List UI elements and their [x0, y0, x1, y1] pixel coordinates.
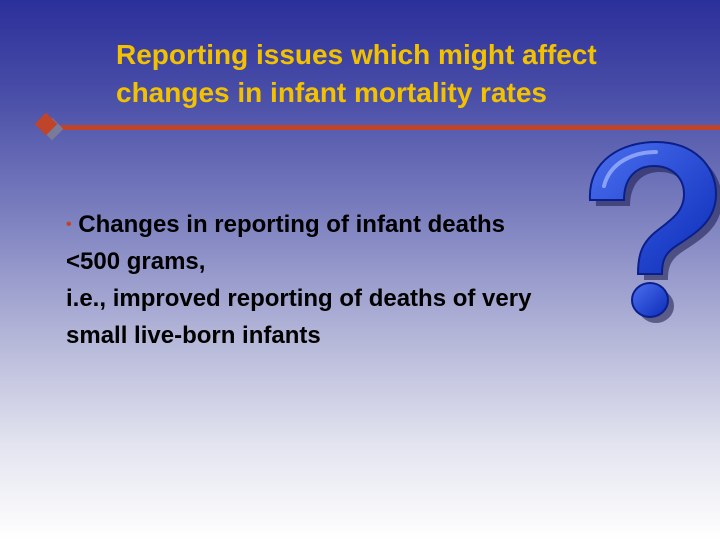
bullet-item: • Changes in reporting of infant deaths … — [66, 206, 626, 354]
title-line-1: Reporting issues which might affect — [116, 39, 597, 70]
bullet-marker: • — [66, 216, 72, 233]
bullet-text-line-3: i.e., improved reporting of deaths of ve… — [66, 285, 532, 312]
slide-title: Reporting issues which might affect chan… — [116, 36, 696, 112]
bullet-text-line-4: small live-born infants — [66, 322, 321, 349]
title-underline — [52, 125, 720, 130]
bullet-text-line-2: <500 grams, — [66, 248, 206, 275]
question-mark-icon — [588, 140, 720, 323]
bullet-text-line-1: Changes in reporting of infant deaths — [78, 211, 505, 238]
title-line-2: changes in infant mortality rates — [116, 77, 547, 108]
